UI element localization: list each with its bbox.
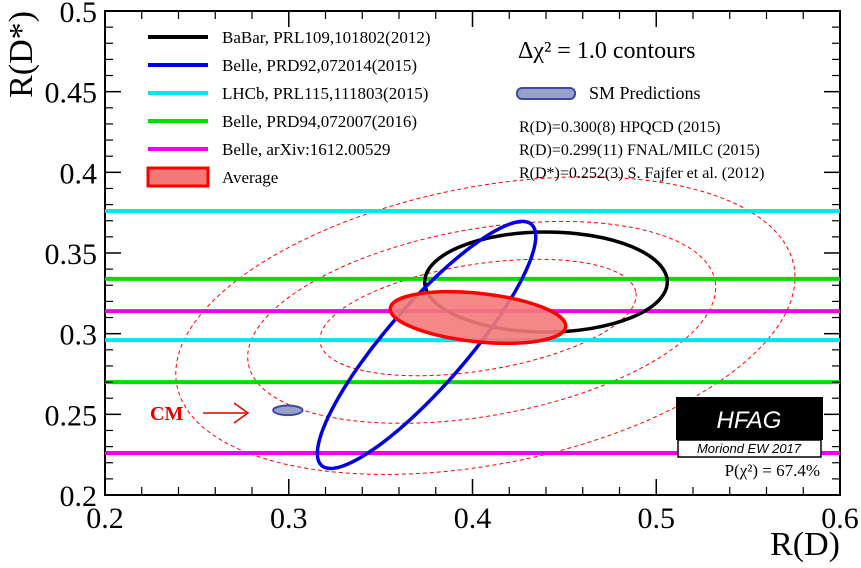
legend-label-4: Belle, arXiv:1612.00529 <box>222 140 391 159</box>
note-line-2: R(D*)=0.252(3) S. Fajfer et al. (2012) <box>519 165 764 182</box>
legend: BaBar, PRL109,101802(2012) Belle, PRD92,0… <box>146 28 431 188</box>
x-tick-label: 0.3 <box>270 502 308 535</box>
y-tick-label: 0.4 <box>60 157 98 190</box>
y-tick-label: 0.2 <box>60 480 98 513</box>
average-contour-3sigma <box>247 220 717 424</box>
legend-label-3: Belle, PRD94,072007(2016) <box>222 112 417 131</box>
y-tick-label: 0.3 <box>60 319 98 352</box>
hfag-badge: HFAG Moriond EW 2017 P(χ²) = 67.4% <box>676 397 823 480</box>
hfag-pvalue: P(χ²) = 67.4% <box>725 461 820 480</box>
sm-legend-label: SM Predictions <box>589 83 701 103</box>
sm-legend-swatch <box>516 87 576 100</box>
average-contour-2sigma <box>319 258 637 377</box>
sm-legend: SM Predictions <box>516 83 701 103</box>
cm-annotation: CM <box>150 402 250 425</box>
y-tick-label: 0.45 <box>45 77 98 110</box>
x-tick-label: 0.4 <box>454 502 492 535</box>
legend-label-1: Belle, PRD92,072014(2015) <box>222 56 417 75</box>
hfag-box <box>676 397 823 440</box>
axis-layer: 0.2 0.3 0.4 0.5 0.6 0.2 0.25 0.3 0.35 0.4 0.45 0.5 <box>45 0 859 535</box>
x-tick-label: 0.6 <box>821 502 859 535</box>
data-layer <box>105 176 840 475</box>
hfag-subtitle: Moriond EW 2017 <box>697 441 802 456</box>
legend-label-2: LHCb, PRL115,111803(2015) <box>222 84 428 103</box>
legend-label-5: Average <box>222 168 278 187</box>
contour-title: Δχ² = 1.0 contours <box>518 38 695 64</box>
x-axis-title: R(D) <box>770 526 840 563</box>
average-ellipse <box>388 290 568 346</box>
y-tick-label: 0.35 <box>45 238 98 271</box>
y-tick-label: 0.25 <box>45 399 98 432</box>
note-line-1: R(D)=0.299(11) FNAL/MILC (2015) <box>519 142 760 159</box>
note-line-0: R(D)=0.300(8) HPQCD (2015) <box>519 119 720 136</box>
cm-arrow-head <box>233 402 250 424</box>
y-tick-label: 0.5 <box>60 0 98 29</box>
x-tick-label: 0.5 <box>638 502 676 535</box>
notes: R(D)=0.300(8) HPQCD (2015) R(D)=0.299(11)… <box>519 119 764 182</box>
y-axis-title: R(D*) <box>3 11 40 98</box>
hfag-sub-box <box>677 439 822 458</box>
sm-prediction-ellipse <box>272 404 304 417</box>
cm-label: CM <box>150 403 183 425</box>
hfag-title: HFAG <box>717 407 782 434</box>
legend-swatch-average <box>146 166 210 188</box>
average-contour-4sigma <box>175 176 796 475</box>
x-tick-label: 0.2 <box>86 502 124 535</box>
legend-label-0: BaBar, PRL109,101802(2012) <box>222 28 431 47</box>
